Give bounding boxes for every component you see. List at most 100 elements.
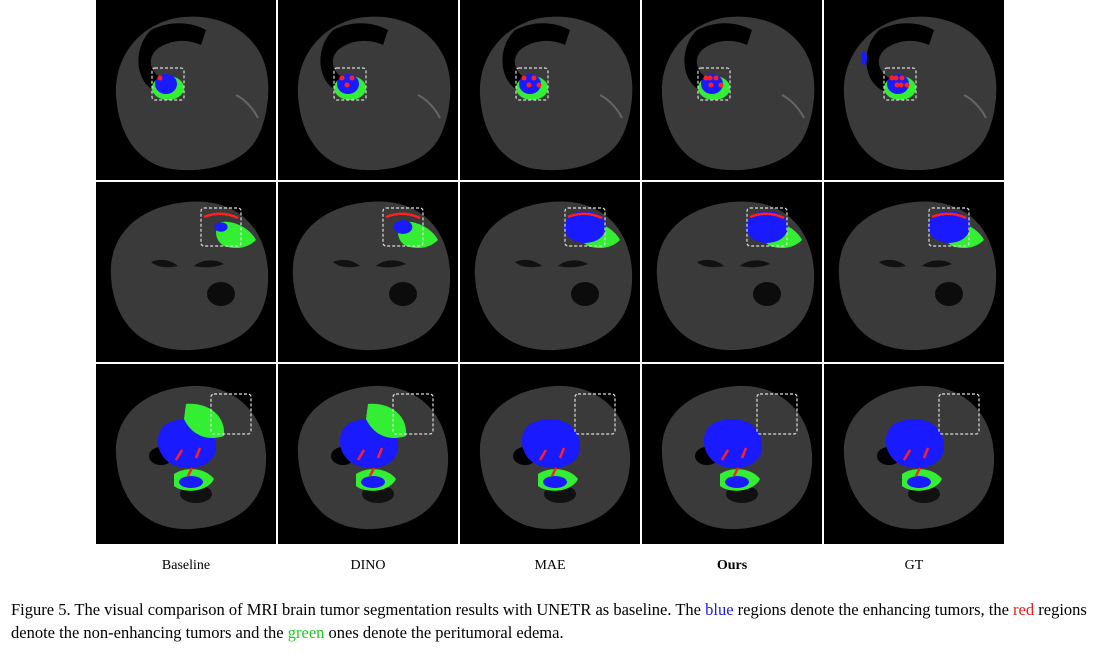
enhancing-tumor-region [543, 476, 567, 488]
mri-scan-image [642, 364, 822, 544]
mri-tile-row3-gt [824, 364, 1004, 544]
caption-text-2: regions denote the enhancing tumors, the [733, 600, 1014, 619]
mri-scan-image [96, 182, 276, 362]
non-enhancing-tumor-region [902, 447, 930, 477]
focus-box [515, 67, 549, 101]
focus-box [392, 393, 434, 435]
enhancing-tumor-region [885, 419, 945, 468]
focus-box [200, 207, 242, 247]
non-enhancing-tumor-region [713, 75, 719, 81]
enhancing-tumor-region [361, 476, 385, 488]
non-enhancing-tumor-region [349, 75, 355, 81]
mri-scan-image [96, 364, 276, 544]
mri-scan-image [642, 0, 822, 180]
non-enhancing-tumor-region [536, 82, 542, 88]
mri-scan-image [278, 0, 458, 180]
brain-tissue [656, 201, 815, 351]
enhancing-tumor-region [907, 476, 931, 488]
focus-box [574, 393, 616, 435]
mri-scan-image [824, 182, 1004, 362]
focus-box [333, 67, 367, 101]
edema-region [184, 403, 225, 439]
non-enhancing-tumor-region [720, 447, 748, 477]
mri-scan-image [96, 0, 276, 180]
non-enhancing-tumor-region [893, 75, 899, 81]
focus-box [210, 393, 252, 435]
brain-vessel [417, 94, 441, 119]
non-enhancing-tumor-region [931, 212, 967, 220]
focus-box [697, 67, 731, 101]
brain-sulcus [320, 23, 388, 92]
mri-tile-row2-mae [460, 182, 640, 362]
non-enhancing-tumor-region [899, 75, 905, 81]
caption-text-4: ones denote the peritumoral edema. [324, 623, 564, 642]
non-enhancing-tumor-region [521, 75, 527, 81]
focus-box [564, 207, 606, 247]
caption-text-3: regions denote the non-enhancing tumors … [11, 600, 1087, 642]
enhancing-tumor-region [703, 419, 763, 468]
focus-box [746, 207, 788, 247]
brain-tissue [474, 201, 633, 351]
enhancing-tumor-region [928, 211, 970, 243]
non-enhancing-tumor-region [526, 82, 532, 88]
non-enhancing-tumor-region [339, 75, 345, 81]
mri-tile-row1-mae [460, 0, 640, 180]
non-enhancing-tumor-region [538, 447, 566, 477]
brain-ventricle [571, 282, 599, 306]
mri-tile-row2-dino [278, 182, 458, 362]
brain-ventricle [697, 259, 770, 268]
mri-tile-row1-baseline [96, 0, 276, 180]
edema-region [366, 403, 407, 439]
focus-box [756, 393, 798, 435]
non-enhancing-tumor-region [385, 212, 421, 220]
brain-sulcus [138, 23, 206, 92]
non-enhancing-tumor-region [356, 447, 384, 477]
non-enhancing-tumor-region [203, 212, 239, 220]
column-label-baseline: Baseline [161, 558, 211, 573]
mri-scan-image [642, 182, 822, 362]
mri-tile-row1-ours [642, 0, 822, 180]
brain-vessel [599, 94, 623, 119]
brain-tissue [843, 16, 997, 171]
enhancing-tumor-region [564, 211, 606, 243]
non-enhancing-tumor-region [703, 75, 709, 81]
caption-green-word: green [287, 623, 325, 642]
focus-box [928, 207, 970, 247]
mri-tile-row2-baseline [96, 182, 276, 362]
mri-scan-image [824, 0, 1004, 180]
mri-scan-image [278, 182, 458, 362]
mri-tile-row2-gt [824, 182, 1004, 362]
brain-ventricle [515, 259, 588, 268]
brain-tissue [110, 201, 269, 351]
mri-tile-row3-ours [642, 364, 822, 544]
mri-scan-image [460, 364, 640, 544]
enhancing-tumor-region [214, 222, 228, 232]
non-enhancing-tumor-region [174, 447, 202, 477]
brain-ventricle [753, 282, 781, 306]
brain-vessel [781, 94, 805, 119]
enhancing-tumor-region [725, 476, 749, 488]
brain-vessel [235, 94, 259, 119]
non-enhancing-tumor-region [894, 82, 900, 88]
mri-scan-image [460, 0, 640, 180]
mri-tile-row1-dino [278, 0, 458, 180]
focus-box [151, 67, 185, 101]
brain-ventricle [151, 259, 224, 268]
non-enhancing-tumor-region [157, 75, 163, 81]
mri-scan-image [824, 364, 1004, 544]
enhancing-tumor-region [521, 419, 581, 468]
brain-sulcus [502, 23, 570, 92]
mri-scan-image [278, 364, 458, 544]
non-enhancing-tumor-region [898, 82, 904, 88]
non-enhancing-tumor-region [904, 82, 910, 88]
enhancing-tumor-region [746, 211, 788, 243]
brain-tissue [297, 16, 451, 171]
mri-tile-row2-ours [642, 182, 822, 362]
non-enhancing-tumor-region [749, 212, 785, 220]
column-label-ours: Ours [716, 558, 748, 573]
brain-ventricle [389, 282, 417, 306]
enhancing-tumor-region [179, 476, 203, 488]
brain-ventricle [879, 259, 952, 268]
caption-blue-word: blue [705, 600, 734, 619]
mri-tile-row3-dino [278, 364, 458, 544]
